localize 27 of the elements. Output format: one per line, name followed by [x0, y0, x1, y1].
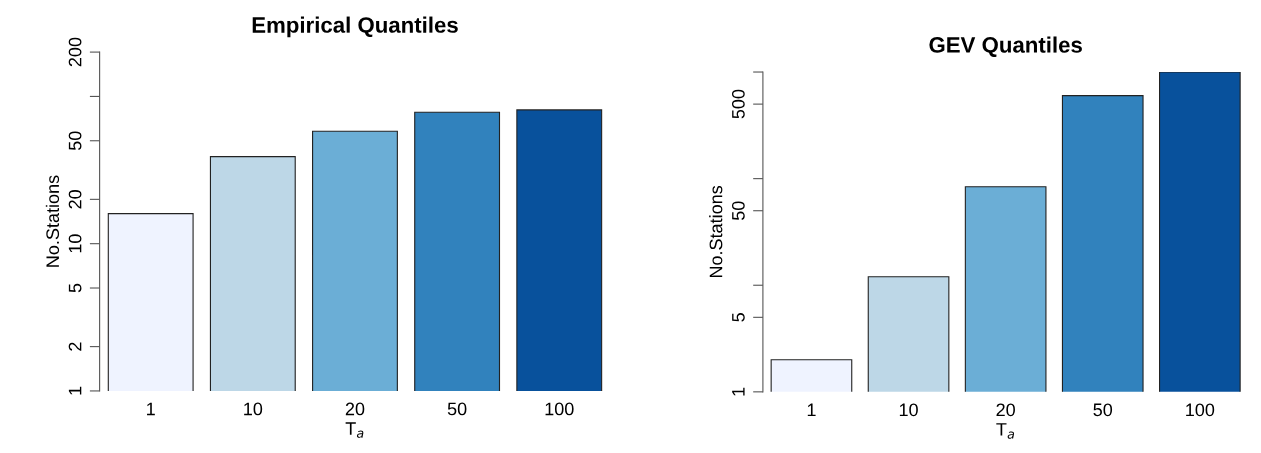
y-tick-label: 500 [731, 89, 745, 119]
x-tick-label: 20 [996, 403, 1015, 417]
x-tick-label: 10 [244, 402, 263, 416]
x-tick-label: 1 [147, 402, 155, 416]
y-tick-label: 5 [732, 313, 745, 322]
y-tick-label: 1 [732, 387, 745, 396]
y-tick-label: 2 [68, 342, 82, 351]
x-axis-title: T$_{a}$ [345, 422, 364, 438]
y-axis-title: No.Stations [709, 185, 723, 278]
y-tick-label: 10 [68, 234, 82, 253]
x-tick-label: 50 [447, 402, 467, 416]
y-tick-label: 5 [68, 283, 82, 293]
y-tick-label: 20 [68, 190, 82, 209]
x-tick-label: 100 [545, 402, 574, 416]
x-tick-label: 50 [1093, 403, 1113, 417]
y-tick-label: 50 [731, 201, 745, 221]
chart-title: GEV Quantiles [929, 36, 1082, 57]
chart-title: Empirical Quantiles [252, 16, 458, 38]
x-tick-label: 20 [345, 402, 365, 416]
y-tick-label: 1 [68, 386, 82, 395]
x-tick-label: 1 [807, 403, 816, 417]
y-tick-label: 200 [68, 37, 82, 67]
x-axis-title: T$_{a}$ [996, 423, 1015, 439]
x-tick-label: 10 [899, 403, 918, 417]
y-axis-title: No.Stations [45, 175, 60, 267]
x-tick-label: 100 [1186, 403, 1215, 417]
y-tick-label: 50 [68, 131, 82, 151]
